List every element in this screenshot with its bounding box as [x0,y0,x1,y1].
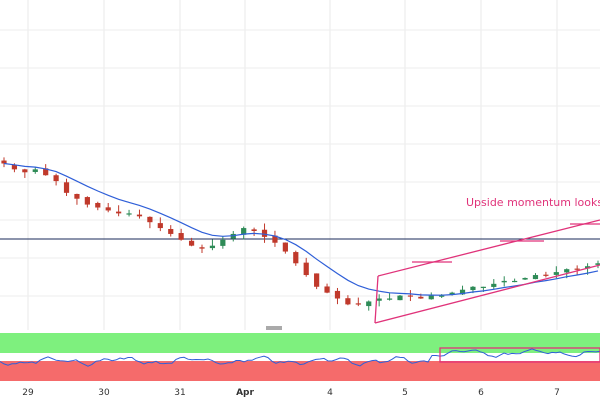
candle-down [53,175,59,182]
candle-up [522,277,528,280]
candle-down [168,228,174,234]
candle-up [491,283,497,287]
candle-down [345,298,351,305]
candle-down [43,168,49,176]
candle-down [543,274,549,276]
trend-channel [374,219,600,324]
candle-down [157,223,163,229]
candle-up [532,275,539,280]
candle-down [188,240,195,246]
candle-down [261,229,268,237]
candle-up [376,298,382,301]
oversold-zone [0,361,600,381]
candle-down [84,197,90,205]
channel-left-edge [374,275,379,324]
candle-up [470,286,476,291]
gridlines [0,0,600,330]
candle-down [147,216,153,223]
candle-down [95,202,101,208]
candle-down [74,193,80,199]
x-tick-label: 4 [327,388,333,398]
candle-down [105,207,111,211]
oscillator-line [0,348,600,367]
candle-up [209,245,216,249]
oscillator-panel [0,333,600,381]
candle-down [1,160,7,164]
candle-up [512,280,518,283]
candle-down [303,262,309,276]
candle-down [22,169,28,173]
x-tick-label: 31 [174,388,185,398]
candle-up [564,269,570,273]
candle-up [126,213,132,215]
x-tick-label: 5 [402,388,408,398]
candle-up [501,280,507,283]
x-tick-label: 29 [22,388,34,398]
candle-up [595,263,600,265]
x-axis: 29 30 31 Apr 4 5 6 7 [22,388,560,398]
candle-down [251,229,257,231]
x-tick-label: 6 [478,388,484,398]
candle-up [480,286,486,288]
x-tick-label: 7 [554,388,560,398]
candle-up [553,272,559,275]
candle-down [407,295,414,297]
candle-up [459,289,466,295]
candle-down [178,233,184,240]
candle-up [449,292,455,295]
candle-up [366,301,372,307]
candle-down [293,252,299,264]
candle-down [314,273,320,287]
oscillator-highlight-box [439,347,600,363]
x-tick-label: Apr [236,388,254,398]
candle-down [272,235,278,243]
candle-down [199,247,205,249]
candle-down [136,214,143,217]
candle-down [334,290,341,299]
candle-down [574,268,580,270]
candle-up [428,295,434,300]
candle-up [439,295,445,297]
candle-up [241,228,247,235]
candle-up [397,295,403,301]
candle-down [63,182,70,193]
candle-down [324,286,330,293]
candle-up [220,239,226,246]
candle-down [11,164,18,170]
x-tick-label: 30 [98,388,110,398]
candle-up [386,298,393,300]
candle-down [282,242,288,252]
channel-lower-line [374,264,600,324]
overbought-zone [0,333,600,353]
candle-up [584,266,591,269]
chart-annotation: Upside momentum looks weak [466,196,600,209]
candle-down [355,303,361,305]
candle-up [32,169,38,172]
neutral-zone [0,353,600,361]
scroll-handle[interactable] [266,326,282,330]
candle-down [116,211,122,214]
moving-average-line [3,162,599,296]
candle-down [418,296,424,299]
channel-upper-line [377,219,600,277]
